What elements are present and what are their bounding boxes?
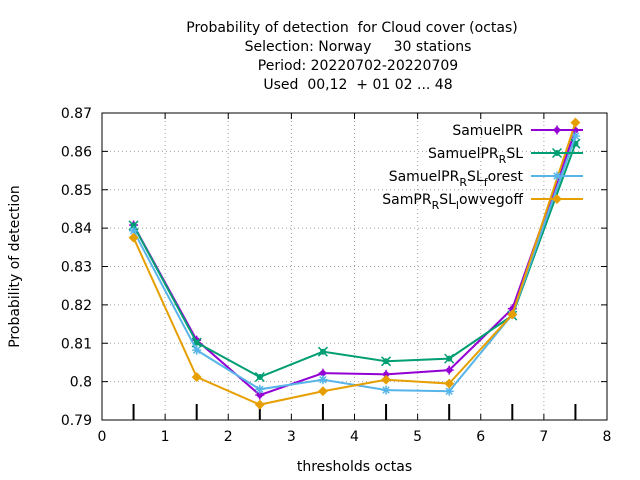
x-tick-label: 1 [161, 429, 170, 445]
data-point [128, 232, 139, 243]
title-line-4: Used 00,12 + 01 02 ... 48 [263, 77, 453, 93]
data-point [551, 147, 563, 159]
data-point [444, 353, 455, 364]
legend-label: SamuelPRRSL [428, 146, 523, 166]
legend-item-3: SamuelPRRSLforest [389, 169, 583, 189]
data-point [317, 386, 328, 397]
data-point [444, 378, 455, 389]
data-point [255, 384, 265, 394]
data-point [552, 171, 562, 181]
series-line [132, 122, 577, 406]
x-tick-label: 4 [350, 429, 359, 445]
data-point [444, 365, 454, 375]
title-line-3: Period: 20220702-20220709 [257, 58, 459, 74]
x-tick-label: 5 [413, 429, 422, 445]
series-group [128, 117, 581, 410]
y-axis-label: Probability of detection [7, 185, 23, 348]
data-point [318, 375, 328, 385]
data-point [381, 385, 391, 395]
series-line [132, 143, 577, 379]
legend-label: SamuelPRRSLforest [389, 169, 524, 189]
data-point [552, 125, 562, 135]
data-point [192, 345, 202, 355]
y-tick-label: 0.85 [61, 183, 92, 199]
legend-label: SamuelPR [452, 123, 523, 139]
title-line-1: Probability of detection for Cloud cover… [186, 20, 518, 36]
y-tick-label: 0.86 [61, 144, 92, 160]
data-point [552, 194, 562, 204]
title-line-2: Selection: Norway 30 stations [244, 39, 472, 55]
data-point [507, 309, 518, 320]
data-point [317, 346, 328, 357]
x-tick-label: 6 [476, 429, 485, 445]
data-point [191, 372, 202, 382]
y-tick-label: 0.79 [61, 413, 92, 429]
legend-item-2: SamuelPRRSL [428, 146, 583, 166]
y-tick-label: 0.87 [61, 106, 92, 122]
y-tick-label: 0.83 [61, 260, 92, 276]
x-tick-label: 0 [98, 429, 107, 445]
y-tick-label: 0.81 [61, 336, 92, 352]
data-point [381, 374, 392, 385]
legend-item-1: SamuelPR [452, 123, 583, 139]
data-point [381, 356, 392, 367]
y-tick-label: 0.84 [61, 221, 92, 237]
data-point [570, 131, 580, 141]
y-tick-label: 0.82 [61, 298, 92, 314]
x-axis-label: thresholds octas [297, 459, 412, 475]
x-tick-label: 3 [287, 429, 296, 445]
axis-ticks: 0 1 2 3 4 5 6 7 8 0.79 0.8 0.81 0.82 0.83 0.84 0.85 0.86… [61, 106, 612, 445]
x-tick-label: 2 [224, 429, 233, 445]
x-tick-label: 8 [603, 429, 612, 445]
legend-item-4: SamPRRSLlowvegoff [382, 192, 583, 212]
series-4 [128, 117, 581, 410]
data-point [381, 369, 391, 379]
y-tick-label: 0.8 [70, 375, 92, 391]
series-1 [129, 125, 580, 400]
data-point [254, 399, 265, 410]
data-point [444, 386, 454, 396]
data-point [254, 371, 265, 383]
legend: SamuelPR SamuelPRRSL SamuelPRRSLforest SamP… [382, 123, 583, 212]
data-point [570, 117, 581, 128]
grid [102, 113, 607, 420]
legend-label: SamPRRSLlowvegoff [382, 192, 523, 212]
x-tick-label: 7 [539, 429, 548, 445]
